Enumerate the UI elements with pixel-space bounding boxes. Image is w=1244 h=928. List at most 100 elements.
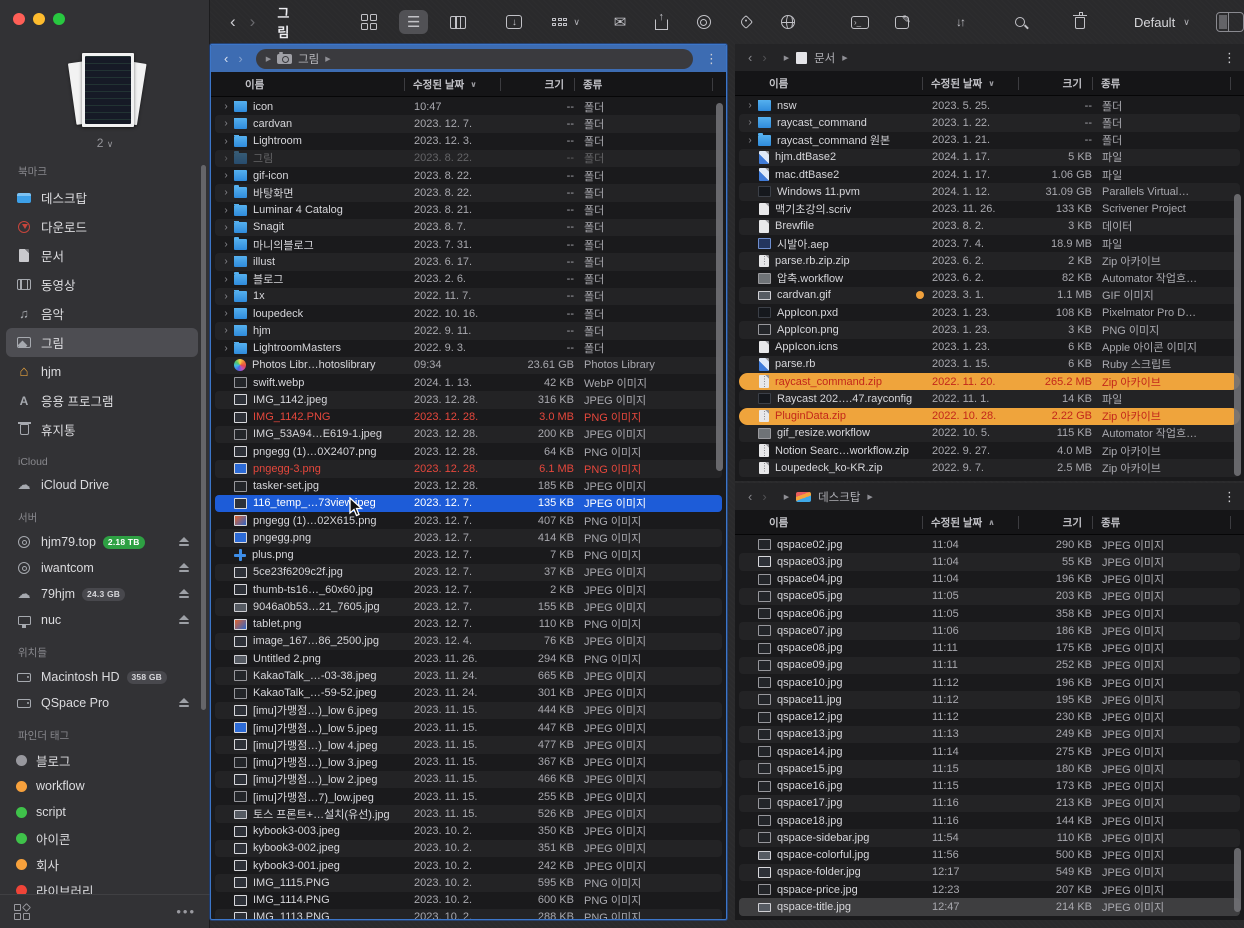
archive-button[interactable]: ↓ [502,10,526,34]
file-row[interactable]: qspace17.jpg 11:16 213 KB JPEG 이미지 [739,794,1240,812]
mail-icon[interactable]: ✉ [613,14,627,31]
file-row[interactable]: pngegg-3.png 2023. 12. 28. 6.1 MB PNG 이미지 [215,460,722,478]
selection-count[interactable]: 2 ∨ [96,136,114,150]
pane-options-icon[interactable]: ⋮ [705,50,718,66]
file-row[interactable]: Notion Searc…workflow.zip 2022. 9. 27. 4.0… [739,442,1240,459]
file-row[interactable]: mac.dtBase2 2024. 1. 17. 1.06 GB 파일 [739,166,1240,183]
file-row[interactable]: tasker-set.jpg 2023. 12. 28. 185 KB JPEG 이미… [215,478,722,495]
disclosure-chevron-icon[interactable]: › [224,256,228,268]
file-row[interactable]: › hjm 2022. 9. 11. -- 폴더 [215,322,722,340]
file-row[interactable]: [imu]가맹점…)_low 3.jpeg 2023. 11. 15. 367 KB… [215,754,722,771]
column-header[interactable]: 크기 [1018,71,1092,95]
breadcrumb[interactable]: ▶ 데스크탑 ▶ [772,489,1219,505]
disclosure-chevron-icon[interactable]: › [748,117,752,129]
file-row[interactable]: IMG_1114.PNG 2023. 10. 2. 600 KB PNG 이미지 [215,892,722,909]
file-row[interactable]: AppIcon.png 2023. 1. 23. 3 KB PNG 이미지 [739,321,1240,339]
file-row[interactable]: qspace-folder.jpg 12:17 549 KB JPEG 이미지 [739,863,1240,881]
sidebar-item[interactable]: 다운로드 [6,212,198,241]
file-row[interactable]: Raycast 202….47.rayconfig 2022. 11. 1. 14 … [739,390,1240,408]
column-view-button[interactable] [446,10,470,34]
file-row[interactable]: kybook3-002.jpeg 2023. 10. 2. 351 KB JPEG 이… [215,839,722,857]
sidebar-item[interactable]: iwantcom [6,555,198,581]
file-row[interactable]: parse.rb 2023. 1. 15. 6 KB Ruby 스크립트 [739,355,1240,373]
file-row[interactable]: pngegg (1)…0X2407.png 2023. 12. 28. 64 KB P… [215,443,722,460]
file-row[interactable]: › illust 2023. 6. 17. -- 폴더 [215,253,722,271]
file-row[interactable]: qspace-sidebar.jpg 11:54 110 KB JPEG 이미지 [739,829,1240,847]
disclosure-chevron-icon[interactable]: › [224,221,228,233]
sidebar-item[interactable]: 라이브러리 [6,877,198,894]
file-row[interactable]: [imu]가맹점…)_low 5.jpeg 2023. 11. 15. 447 KB… [215,719,722,736]
sidebar-item[interactable]: ☁ iCloud Drive [6,472,198,498]
sidebar-item[interactable]: script [6,799,198,825]
file-row[interactable]: 맥기초강의.scriv 2023. 11. 26. 133 KB Scrivener … [739,201,1240,218]
disclosure-chevron-icon[interactable]: › [224,101,228,113]
file-row[interactable]: KakaoTalk_…-03-38.jpeg 2023. 11. 24. 665 K… [215,667,722,685]
column-header[interactable]: 크기 [1018,510,1092,534]
eject-icon[interactable] [178,697,190,709]
sidebar-item[interactable]: ⌂ hjm [6,357,198,386]
file-row[interactable]: › icon 10:47 -- 폴더 [215,98,722,115]
file-row[interactable]: qspace-title.jpg 12:47 214 KB JPEG 이미지 [739,898,1240,916]
file-row[interactable]: tablet.png 2023. 12. 7. 110 KB PNG 이미지 [215,616,722,633]
column-header[interactable]: 종류 [574,72,712,96]
file-row[interactable]: Brewfile 2023. 8. 2. 3 KB 데이터 [739,217,1240,235]
file-row[interactable]: 토스 프론트+…설치(유선).jpg 2023. 11. 15. 526 KB JPE… [215,805,722,823]
column-header[interactable]: 수정된 날짜 ∨ [922,71,1018,95]
file-row[interactable]: pngegg (1)…02X615.png 2023. 12. 7. 407 KB P… [215,512,722,529]
file-row[interactable]: Photos Libr…hotoslibrary 09:34 23.61 GB Pho… [215,356,722,374]
file-row[interactable]: IMG_1113.PNG 2023. 10. 2. 288 KB PNG 이미지 [215,908,722,919]
file-row[interactable]: Untitled 2.png 2023. 11. 26. 294 KB PNG 이미지 [215,650,722,667]
column-header[interactable]: 이름 [219,72,404,96]
back-button[interactable]: ‹ [748,489,753,504]
group-by-button[interactable]: ∨ [552,10,580,34]
eject-icon[interactable] [178,536,190,548]
disclosure-chevron-icon[interactable]: › [224,135,228,147]
file-row[interactable]: [imu]가맹점…7)_low.jpeg 2023. 11. 15. 255 KB J… [215,788,722,805]
file-row[interactable]: qspace05.jpg 11:05 203 KB JPEG 이미지 [739,587,1240,605]
icon-view-button[interactable] [357,10,381,34]
pane-options-icon[interactable]: ⋮ [1223,488,1236,504]
breadcrumb[interactable]: ▶ 그림 ▶ [255,48,693,69]
file-row[interactable]: qspace02.jpg 11:04 290 KB JPEG 이미지 [739,536,1240,553]
disclosure-chevron-icon[interactable]: › [224,187,228,199]
airdrop-icon[interactable] [692,10,716,34]
forward-button[interactable]: › [762,50,767,65]
file-row[interactable]: › Lightroom 2023. 12. 3. -- 폴더 [215,133,722,150]
sidebar-item[interactable]: ☁ 79hjm 24.3 GB [6,581,198,607]
file-row[interactable]: qspace04.jpg 11:04 196 KB JPEG 이미지 [739,571,1240,588]
file-row[interactable]: 5ce23f6209c2f.jpg 2023. 12. 7. 37 KB JPEG 이… [215,563,722,581]
file-row[interactable]: qspace15.jpg 11:15 180 KB JPEG 이미지 [739,760,1240,778]
file-row[interactable]: IMG_1142.PNG 2023. 12. 28. 3.0 MB PNG 이미지 [215,409,722,426]
sidebar-scrollbar[interactable] [201,165,206,710]
sidebar-item[interactable]: A 응용 프로그램 [6,386,198,415]
column-header[interactable]: 이름 [743,71,922,95]
column-header[interactable]: 크기 [500,72,574,96]
file-row[interactable]: kybook3-003.jpeg 2023. 10. 2. 350 KB JPEG 이… [215,823,722,840]
file-row[interactable]: › 블로그 2023. 2. 6. -- 폴더 [215,271,722,288]
eject-icon[interactable] [178,588,190,600]
sidebar-item[interactable]: workflow [6,773,198,799]
file-row[interactable]: › 바탕화면 2023. 8. 22. -- 폴더 [215,184,722,202]
sidebar-item[interactable]: 회사 [6,851,198,877]
share-icon[interactable] [650,10,674,34]
file-row[interactable]: qspace18.jpg 11:16 144 KB JPEG 이미지 [739,812,1240,829]
file-row[interactable]: Windows 11.pvm 2024. 1. 12. 31.09 GB Parall… [739,183,1240,201]
file-row[interactable]: qspace12.jpg 11:12 230 KB JPEG 이미지 [739,709,1240,726]
back-button[interactable]: ‹ [748,50,753,65]
back-button[interactable]: ‹ [224,51,229,66]
forward-button[interactable]: › [249,12,256,31]
file-row[interactable]: AppIcon.pxd 2023. 1. 23. 108 KB Pixelmator … [739,304,1240,321]
file-row[interactable]: qspace14.jpg 11:14 275 KB JPEG 이미지 [739,743,1240,760]
file-row[interactable]: qspace-price.jpg 12:23 207 KB JPEG 이미지 [739,881,1240,898]
disclosure-chevron-icon[interactable]: › [224,239,228,251]
search-icon[interactable] [1008,10,1032,34]
file-row[interactable]: [imu]가맹점…)_low 2.jpeg 2023. 11. 15. 466 KB… [215,770,722,788]
file-row[interactable]: IMG_53A94…E619-1.jpeg 2023. 12. 28. 200 KB… [215,425,722,443]
disclosure-chevron-icon[interactable]: › [224,118,228,130]
file-row[interactable]: cardvan.gif 2023. 3. 1. 1.1 MB GIF 이미지 [739,286,1240,304]
file-row[interactable]: [imu]가맹점…)_low 4.jpeg 2023. 11. 15. 477 KB… [215,736,722,754]
more-actions-icon[interactable]: ••• [176,904,196,919]
scrollbar[interactable] [1234,194,1241,476]
disclosure-chevron-icon[interactable]: › [748,100,752,112]
list-view-button[interactable]: ☰ [398,10,429,34]
